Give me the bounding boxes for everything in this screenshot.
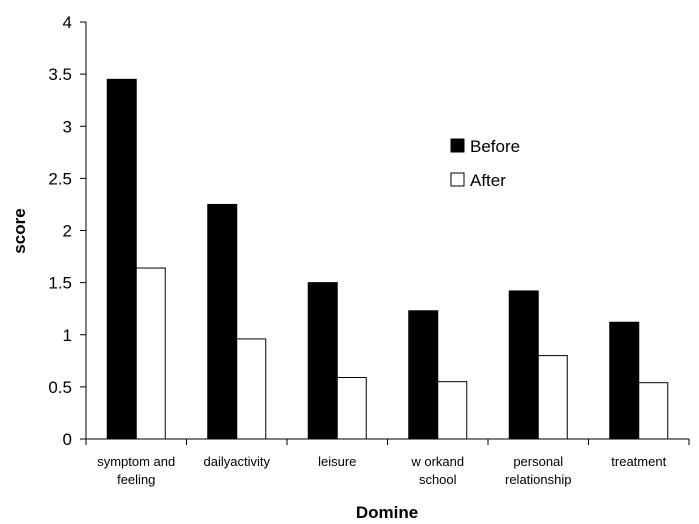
bar-after — [336, 376, 367, 440]
y-tick-label: 4 — [63, 13, 72, 32]
y-tick-label: 1.5 — [48, 274, 72, 293]
legend-label-before: Before — [470, 137, 520, 156]
legend: Before After — [450, 137, 520, 190]
bar-after — [135, 267, 166, 440]
bar-before — [408, 310, 439, 440]
x-tick-label-line: w orkand — [410, 454, 464, 469]
plot-area: 0 0.5 1 1.5 2 2.5 3 3.5 4 symptom and feeling daily… — [48, 13, 690, 487]
legend-label-after: After — [470, 171, 506, 190]
bar-after — [236, 338, 267, 440]
bar-before — [307, 282, 338, 440]
y-tick-label: 2 — [63, 222, 72, 241]
y-tick-label: 3 — [63, 117, 72, 136]
y-tick-label: 1 — [63, 326, 72, 345]
x-tick-label-line: leisure — [318, 454, 356, 469]
y-tick-label: 0.5 — [48, 378, 72, 397]
bar-before — [207, 203, 238, 440]
legend-swatch-before — [450, 138, 465, 153]
y-tick-label: 3.5 — [48, 65, 72, 84]
y-tick-label: 0 — [63, 430, 72, 449]
x-tick-label: symptom and feeling — [97, 454, 175, 487]
x-tick-label-line: feeling — [117, 472, 155, 487]
x-axis-title: Domine — [356, 503, 418, 522]
x-tick-label-line: school — [419, 472, 457, 487]
bar-before — [106, 78, 137, 440]
x-tick-label: w orkand school — [410, 454, 464, 487]
bar-after — [638, 382, 669, 440]
x-tick-label-line: personal — [513, 454, 563, 469]
y-axis-title: score — [10, 208, 29, 253]
x-tick-label-line: symptom and — [97, 454, 175, 469]
x-tick-label: leisure — [318, 454, 356, 469]
x-tick-label-line: dailyactivity — [204, 454, 271, 469]
x-tick-label: treatment — [611, 454, 666, 469]
x-tick-label-line: relationship — [505, 472, 572, 487]
bar-before — [508, 290, 539, 440]
bar-after — [437, 381, 468, 440]
legend-swatch-after — [450, 172, 465, 187]
bar-after — [537, 355, 568, 440]
x-tick-label: dailyactivity — [204, 454, 271, 469]
x-tick-label-line: treatment — [611, 454, 666, 469]
x-tick-label: personal relationship — [505, 454, 572, 487]
bar-before — [609, 321, 640, 440]
y-tick-label: 2.5 — [48, 169, 72, 188]
